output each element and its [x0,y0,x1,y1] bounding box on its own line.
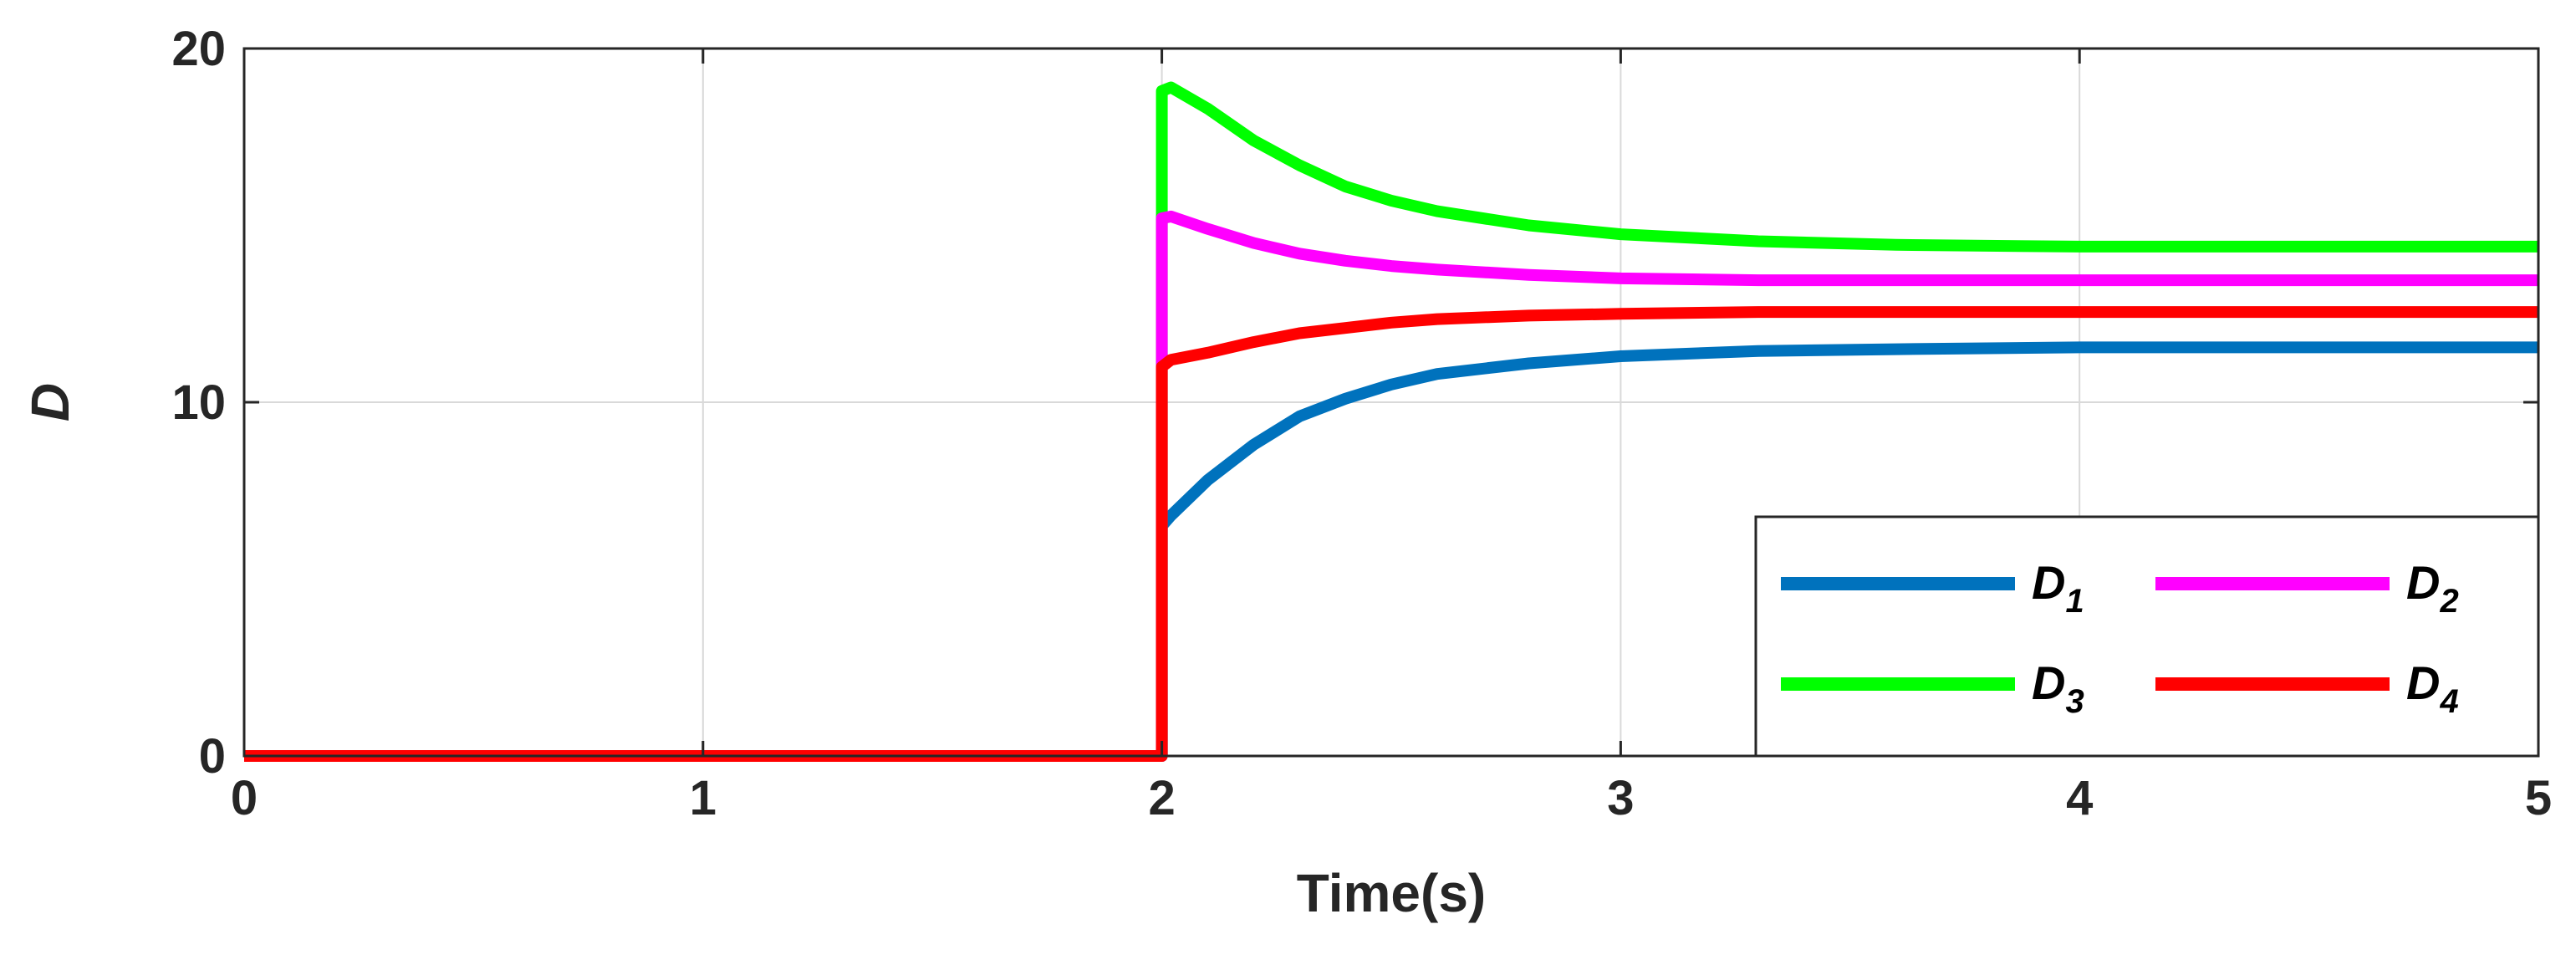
y-axis-label: D [20,383,80,421]
legend-box [1754,515,2540,758]
y-tick-label: 20 [171,22,226,76]
x-axis-label: Time(s) [1297,863,1486,923]
x-axis-ticks: 0 1 2 3 4 5 [231,49,2552,825]
series-layer [244,81,2538,762]
y-tick-label: 10 [171,375,226,430]
series-line-D4 [244,306,2538,762]
legend-label-D2: D2 [2406,556,2459,620]
x-tick-label: 5 [2525,771,2552,825]
series-line-D2 [244,210,2538,762]
legend: D1 D2 D3 D4 [1754,515,2540,758]
y-axis-ticks: 0 10 20 [171,22,2538,784]
legend-label-D3: D3 [2032,656,2084,720]
x-tick-label: 3 [1607,771,1634,825]
x-tick-label: 4 [2066,771,2093,825]
x-tick-label: 2 [1148,771,1175,825]
legend-label-D4: D4 [2406,656,2459,720]
legend-label-D1: D1 [2032,556,2084,620]
y-tick-label: 0 [199,729,226,784]
x-tick-label: 0 [231,771,258,825]
series-line-D3 [244,81,2538,762]
x-tick-label: 1 [690,771,717,825]
series-line-D1 [244,341,2538,762]
